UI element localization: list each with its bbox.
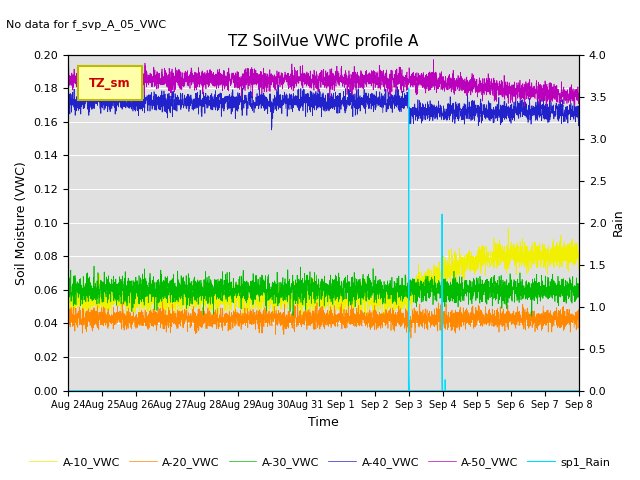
Line: A-50_VWC: A-50_VWC [68, 60, 579, 106]
A-50_VWC [287, 73, 295, 79]
Line: A-20_VWC: A-20_VWC [68, 302, 579, 338]
A-50_VWC [292, 76, 300, 82]
A-30_VWC [287, 282, 295, 288]
A-40_VWC [393, 104, 401, 110]
A-50_VWC [332, 68, 339, 74]
A-20_VWC [415, 312, 422, 318]
Y-axis label: Soil Moisture (VWC): Soil Moisture (VWC) [15, 161, 28, 285]
A-10_VWC [332, 288, 339, 294]
A-10_VWC [575, 258, 582, 264]
Legend: A-10_VWC, A-20_VWC, A-30_VWC, A-40_VWC, A-50_VWC, sp1_Rain: A-10_VWC, A-20_VWC, A-30_VWC, A-40_VWC, … [25, 452, 615, 472]
A-40_VWC [575, 111, 582, 117]
A-10_VWC [287, 305, 295, 311]
A-20_VWC [332, 312, 339, 317]
A-40_VWC [129, 96, 137, 102]
A-10_VWC [129, 309, 137, 315]
A-30_VWC [129, 292, 137, 298]
A-30_VWC [392, 291, 400, 297]
Line: A-10_VWC: A-10_VWC [68, 228, 579, 322]
A-40_VWC [287, 104, 295, 109]
A-30_VWC [64, 283, 72, 289]
A-10_VWC [64, 294, 72, 300]
A-50_VWC [415, 73, 422, 79]
A-10_VWC [415, 278, 422, 284]
Text: No data for f_svp_A_05_VWC: No data for f_svp_A_05_VWC [6, 19, 166, 30]
sp1_Rain [332, 388, 339, 394]
A-40_VWC [268, 127, 275, 133]
A-10_VWC [504, 225, 512, 231]
sp1_Rain [287, 388, 295, 394]
A-40_VWC [255, 82, 263, 87]
Line: A-40_VWC: A-40_VWC [68, 84, 579, 130]
A-50_VWC [129, 73, 137, 79]
A-20_VWC [64, 322, 72, 327]
sp1_Rain [392, 388, 400, 394]
A-20_VWC [575, 311, 582, 317]
A-50_VWC [429, 57, 437, 62]
A-10_VWC [292, 289, 300, 295]
A-40_VWC [415, 116, 422, 121]
A-50_VWC [575, 99, 582, 105]
A-50_VWC [392, 72, 400, 77]
A-20_VWC [129, 309, 137, 315]
A-20_VWC [287, 311, 295, 317]
A-30_VWC [528, 313, 536, 319]
A-10_VWC [392, 293, 400, 299]
A-20_VWC [392, 323, 400, 329]
A-40_VWC [292, 93, 300, 98]
Title: TZ SoilVue VWC profile A: TZ SoilVue VWC profile A [228, 34, 419, 49]
A-40_VWC [332, 96, 339, 101]
A-30_VWC [415, 290, 422, 296]
sp1_Rain [415, 388, 422, 394]
FancyBboxPatch shape [78, 66, 142, 100]
A-50_VWC [543, 103, 550, 109]
sp1_Rain [129, 388, 137, 394]
A-40_VWC [64, 89, 72, 95]
sp1_Rain [64, 388, 72, 394]
A-30_VWC [90, 263, 98, 269]
X-axis label: Time: Time [308, 416, 339, 429]
Y-axis label: Rain: Rain [612, 209, 625, 237]
Line: A-30_VWC: A-30_VWC [68, 266, 579, 316]
A-30_VWC [332, 296, 339, 302]
sp1_Rain [405, 85, 413, 91]
A-20_VWC [407, 335, 415, 341]
Line: sp1_Rain: sp1_Rain [68, 88, 579, 391]
A-20_VWC [292, 311, 300, 316]
A-30_VWC [292, 301, 300, 307]
sp1_Rain [575, 388, 582, 394]
Text: TZ_sm: TZ_sm [90, 77, 131, 90]
A-10_VWC [104, 319, 112, 324]
A-50_VWC [64, 71, 72, 76]
sp1_Rain [292, 388, 300, 394]
A-30_VWC [575, 294, 582, 300]
A-20_VWC [118, 299, 126, 305]
